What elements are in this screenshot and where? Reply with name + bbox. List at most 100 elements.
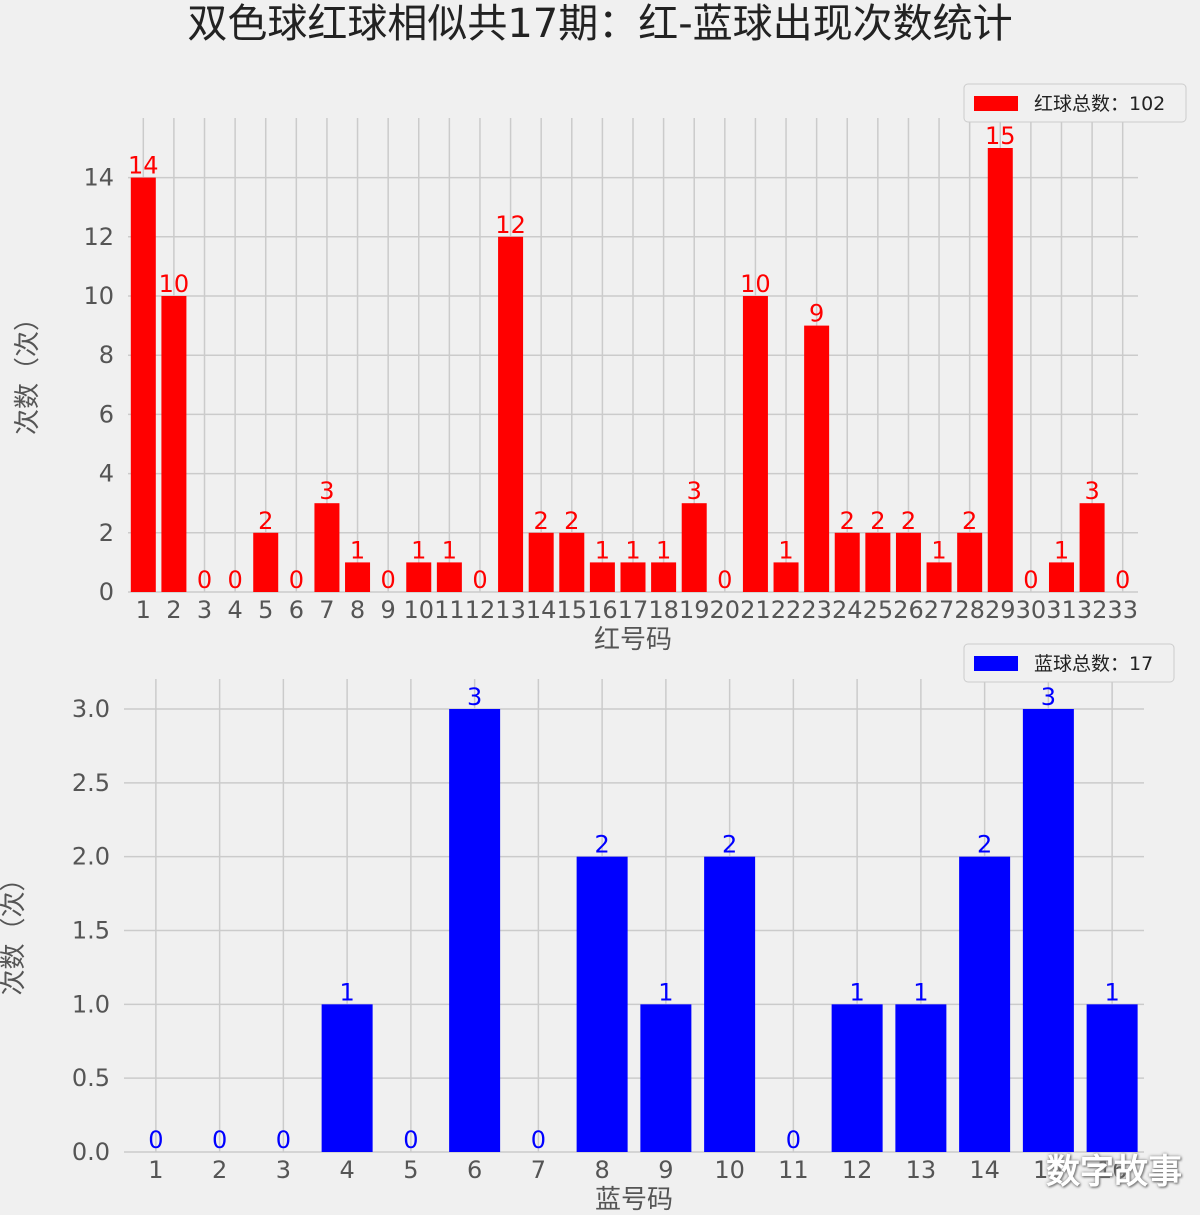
bar-value-label: 1 (411, 536, 426, 564)
x-tick-label: 1 (148, 1156, 163, 1184)
bar-value-label: 12 (495, 211, 526, 239)
bar-value-label: 1 (1104, 978, 1119, 1006)
bar (1022, 709, 1074, 1152)
bar (576, 856, 628, 1152)
bar (681, 503, 707, 592)
legend-swatch (974, 96, 1018, 111)
legend: 红球总数：102 (963, 83, 1187, 123)
bar (130, 177, 156, 592)
bar-value-label: 10 (740, 270, 771, 298)
bar (834, 532, 860, 592)
legend: 蓝球总数：17 (963, 643, 1175, 683)
x-tick-label: 25 (863, 596, 894, 624)
y-tick-label: 3.0 (72, 695, 110, 723)
x-tick-label: 12 (842, 1156, 873, 1184)
bar (620, 562, 646, 592)
bar-value-label: 2 (564, 507, 579, 535)
bar-value-label: 2 (977, 831, 992, 859)
x-tick-label: 15 (1033, 1156, 1064, 1184)
legend-box (963, 643, 1175, 683)
bar (831, 1004, 883, 1152)
x-tick-label: 4 (227, 596, 242, 624)
bar (987, 148, 1013, 592)
x-tick-label: 21 (740, 596, 771, 624)
y-tick-label: 1.0 (72, 990, 110, 1018)
x-axis-label: 蓝号码 (595, 1185, 673, 1215)
bar (161, 296, 187, 592)
watermark: 数字故事 (1046, 1152, 1182, 1192)
x-tick-label: 19 (679, 596, 710, 624)
bar-value-label: 3 (319, 477, 334, 505)
bar-value-label: 0 (148, 1126, 163, 1154)
y-tick-label: 8 (99, 341, 114, 369)
x-tick-label: 3 (197, 596, 212, 624)
y-tick-label: 2.5 (72, 769, 110, 797)
bar-value-label: 0 (786, 1126, 801, 1154)
bar-value-label: 0 (289, 566, 304, 594)
bar-value-label: 0 (403, 1126, 418, 1154)
y-tick-label: 0 (99, 578, 114, 606)
y-tick-label: 4 (99, 460, 114, 488)
x-tick-label: 8 (594, 1156, 609, 1184)
bar-value-label: 2 (594, 831, 609, 859)
bar-value-label: 2 (722, 831, 737, 859)
y-tick-label: 12 (83, 223, 114, 251)
bar-value-label: 2 (840, 507, 855, 535)
bar (957, 532, 983, 592)
bar (345, 562, 371, 592)
bar (589, 562, 615, 592)
bar-value-label: 1 (350, 536, 365, 564)
x-tick-label: 31 (1046, 596, 1077, 624)
x-tick-label: 28 (954, 596, 985, 624)
bar-value-label: 1 (442, 536, 457, 564)
bar-value-label: 1 (658, 978, 673, 1006)
x-tick-label: 14 (526, 596, 557, 624)
x-tick-label: 9 (381, 596, 396, 624)
legend-swatch (974, 656, 1018, 671)
bar-value-label: 0 (531, 1126, 546, 1154)
bar (1086, 1004, 1138, 1152)
bar (253, 532, 279, 592)
bar-value-label: 1 (625, 536, 640, 564)
bar-value-label: 3 (467, 683, 482, 711)
x-tick-label: 7 (319, 596, 334, 624)
bar (742, 296, 768, 592)
y-tick-label: 0.0 (72, 1138, 110, 1166)
bar (449, 709, 501, 1152)
bar-value-label: 0 (212, 1126, 227, 1154)
x-tick-label: 5 (258, 596, 273, 624)
bar-value-label: 15 (985, 122, 1016, 150)
y-axis-label: 次数（次） (13, 305, 43, 435)
y-tick-label: 2.0 (72, 843, 110, 871)
bar (1079, 503, 1105, 592)
x-tick-label: 26 (893, 596, 924, 624)
bar-value-label: 3 (687, 477, 702, 505)
x-tick-label: 16 (1097, 1156, 1128, 1184)
y-tick-label: 1.5 (72, 917, 110, 945)
x-tick-label: 6 (467, 1156, 482, 1184)
bar-value-label: 1 (595, 536, 610, 564)
x-tick-label: 30 (1016, 596, 1047, 624)
y-tick-label: 10 (83, 282, 114, 310)
y-tick-label: 14 (83, 164, 114, 192)
bar-value-label: 0 (227, 566, 242, 594)
bar (804, 325, 830, 592)
bar (959, 856, 1011, 1152)
bar (640, 1004, 692, 1152)
legend-label: 红球总数：102 (1034, 93, 1165, 115)
x-tick-label: 11 (778, 1156, 809, 1184)
x-tick-label: 22 (771, 596, 802, 624)
x-tick-label: 1 (136, 596, 151, 624)
y-tick-label: 6 (99, 400, 114, 428)
bar-value-label: 0 (717, 566, 732, 594)
x-tick-label: 14 (969, 1156, 1000, 1184)
x-tick-label: 10 (403, 596, 434, 624)
bar (559, 532, 585, 592)
x-tick-label: 32 (1077, 596, 1108, 624)
x-tick-label: 5 (403, 1156, 418, 1184)
x-tick-label: 10 (714, 1156, 745, 1184)
bar-value-label: 3 (1084, 477, 1099, 505)
x-tick-label: 27 (924, 596, 955, 624)
